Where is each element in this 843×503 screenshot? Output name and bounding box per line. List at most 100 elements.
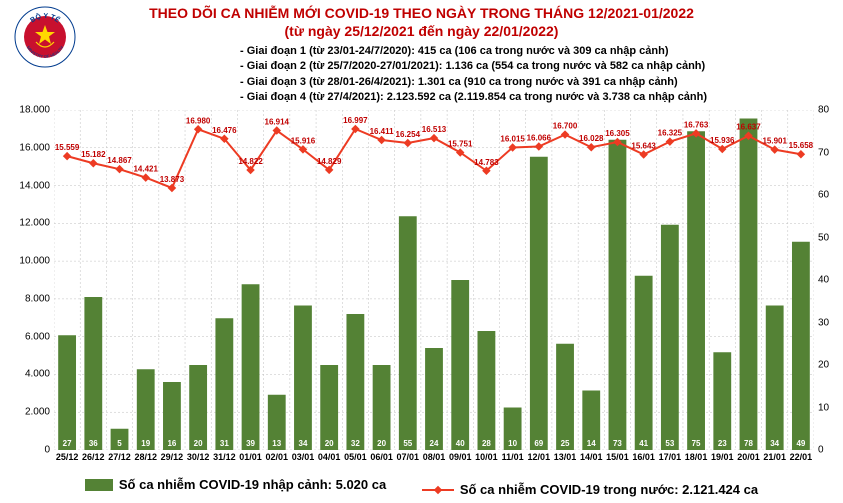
bar-value-label: 13 [272,439,281,448]
x-tick: 15/01 [606,452,629,462]
x-tick: 31/12 [213,452,236,462]
line-marker [377,136,385,144]
line-value-label: 16.411 [370,127,395,136]
bar [740,119,758,451]
bar [713,352,731,450]
bar [399,216,417,450]
y-left-tick: 8.000 [25,293,50,304]
x-tick: 27/12 [108,452,131,462]
line-value-label: 14.829 [317,157,342,166]
bar [792,242,810,450]
bar-series [58,119,810,451]
bar [635,276,653,450]
legend: Số ca nhiễm COVID-19 nhập cảnh: 5.020 ca… [0,477,843,497]
x-tick: 22/01 [790,452,813,462]
x-tick: 05/01 [344,452,367,462]
line-marker [63,152,71,160]
line-marker [639,150,647,158]
stage-4: - Giai đoạn 4 (từ 27/4/2021): 2.123.592 … [240,90,707,105]
y-right-tick: 70 [818,147,829,158]
x-tick: 13/01 [554,452,577,462]
x-tick: 20/01 [737,452,760,462]
line-value-label: 16.763 [684,120,709,129]
bar-value-label: 34 [770,439,779,448]
line-value-label: 14.421 [133,165,158,174]
bar [137,369,155,450]
x-tick: 06/01 [370,452,393,462]
line-marker [89,159,97,167]
bar-value-label: 55 [403,439,412,448]
bar-value-label: 20 [377,439,386,448]
chart-plot: 2736519162031391334203220552440281069251… [54,110,814,450]
line-value-label: 15.658 [789,141,814,150]
chart-title-line2: (từ ngày 25/12/2021 đến ngày 22/01/2022) [0,22,843,40]
bar-value-label: 53 [665,439,674,448]
bar-value-label: 19 [141,439,150,448]
legend-bar-label: Số ca nhiễm COVID-19 nhập cảnh: 5.020 ca [119,477,386,492]
line-value-label: 14.783 [474,158,499,167]
line-value-label: 16.015 [500,134,525,143]
bar [242,284,260,450]
line-value-label: 14.867 [107,156,132,165]
line-value-label: 16.028 [579,134,604,143]
chart-title-line1: THEO DÕI CA NHIỄM MỚI COVID-19 THEO NGÀY… [0,4,843,22]
line-marker [666,137,674,145]
line-value-label: 16.305 [605,129,630,138]
x-tick: 03/01 [292,452,315,462]
x-tick: 07/01 [397,452,420,462]
stage-3: - Giai đoạn 3 (từ 28/01-26/4/2021): 1.30… [240,75,707,90]
bar [58,335,76,450]
x-tick: 14/01 [580,452,603,462]
line-marker [561,130,569,138]
x-tick: 30/12 [187,452,210,462]
y-right-tick: 50 [818,232,829,243]
bar [294,306,312,451]
bar-value-label: 14 [587,439,596,448]
bar [215,318,233,450]
x-tick: 21/01 [763,452,786,462]
line-value-label: 16.700 [553,122,578,131]
y-left-tick: 4.000 [25,369,50,380]
y-right-tick: 80 [818,105,829,116]
x-tick: 04/01 [318,452,341,462]
bar-value-label: 75 [692,439,701,448]
y-right-tick: 0 [818,445,824,456]
line-value-label: 15.643 [631,142,656,151]
bar [373,365,391,450]
line-marker [718,145,726,153]
x-tick: 11/01 [502,452,524,462]
line-value-label: 16.637 [736,123,761,132]
line-marker [141,173,149,181]
bar-value-label: 25 [561,439,570,448]
legend-line-label: Số ca nhiễm COVID-19 trong nước: 2.121.4… [460,482,758,497]
line-value-label: 15.751 [448,139,473,148]
bar-value-label: 31 [220,439,229,448]
y-right-tick: 40 [818,275,829,286]
line-value-label: 13.873 [160,175,185,184]
line-value-label: 16.513 [422,125,447,134]
line-value-label: 16.066 [527,134,552,143]
bar [84,297,102,450]
y-left-tick: 14.000 [19,180,50,191]
bar-value-label: 27 [63,439,72,448]
x-tick: 18/01 [685,452,708,462]
line-value-label: 14.822 [238,157,263,166]
bar-value-label: 5 [117,439,122,448]
bar-labels: 2736519162031391334203220552440281069251… [63,439,806,448]
line-marker [168,184,176,192]
y-left-tick: 0 [44,445,50,456]
bar-value-label: 36 [89,439,98,448]
bar [687,131,705,450]
chart-area: 02.0004.0006.0008.00010.00012.00014.0001… [54,110,814,450]
legend-line-item: Số ca nhiễm COVID-19 trong nước: 2.121.4… [422,482,758,497]
x-tick: 17/01 [659,452,682,462]
bar-value-label: 40 [456,439,465,448]
line-value-label: 16.325 [658,129,683,138]
x-tick: 12/01 [528,452,551,462]
bar [556,344,574,450]
bar-value-label: 73 [613,439,622,448]
line-value-label: 15.936 [710,136,735,145]
stage-2: - Giai đoạn 2 (từ 25/7/2020-27/01/2021):… [240,59,707,74]
x-tick: 08/01 [423,452,446,462]
bar-value-label: 20 [194,439,203,448]
